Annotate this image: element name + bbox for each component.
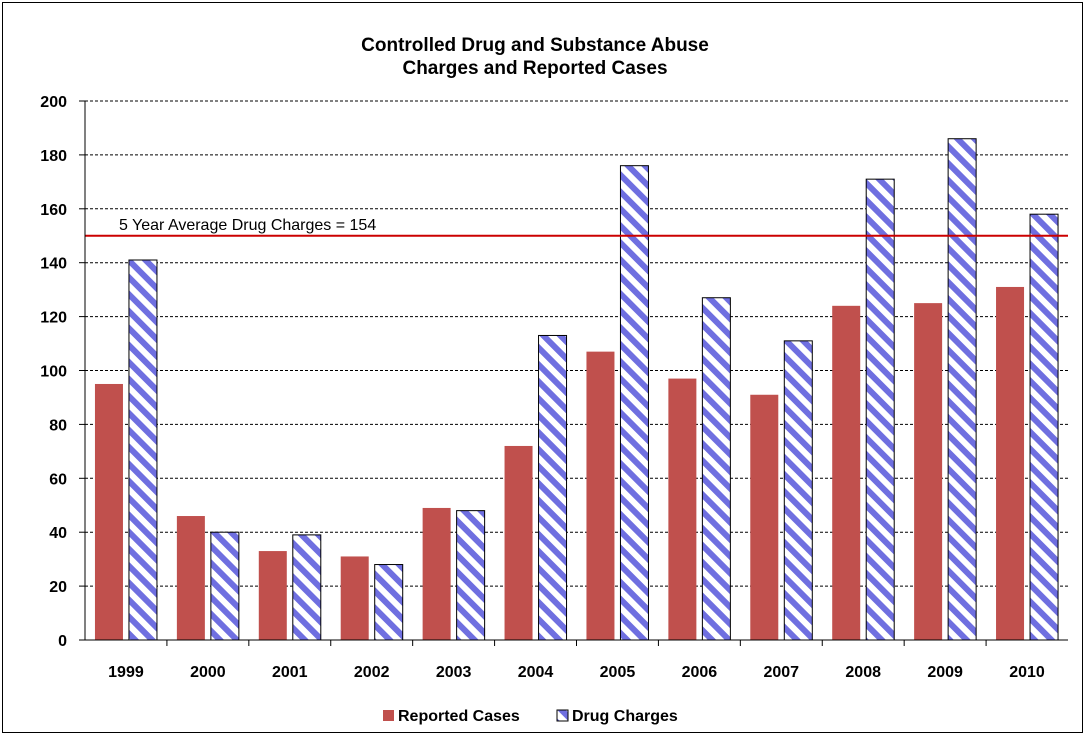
- bar-reported-cases-2005: [586, 351, 615, 640]
- bar-reported-cases-2003: [422, 507, 451, 640]
- y-tick-label: 80: [49, 417, 67, 434]
- bar-reported-cases-2007: [750, 394, 779, 640]
- bar-drug-charges-2000: [210, 531, 240, 641]
- chart-title-line-1: Controlled Drug and Substance Abuse: [361, 35, 709, 56]
- x-tick-label-2003: 2003: [436, 664, 472, 681]
- x-tick-label-1999: 1999: [108, 664, 144, 681]
- bar-reported-cases-2010: [996, 286, 1025, 640]
- bar-drug-charges-2005: [619, 165, 649, 641]
- legend-label-drug-charges: Drug Charges: [572, 708, 678, 725]
- x-tick-label-2007: 2007: [763, 664, 799, 681]
- bar-reported-cases-2004: [504, 445, 533, 640]
- legend: Reported Cases Drug Charges: [383, 708, 678, 725]
- y-axis-tick-labels: 0 20 40 60 80 100 120 140 160 180 200: [40, 94, 67, 650]
- chart-title-line-2: Charges and Reported Cases: [402, 58, 667, 79]
- x-tick-label-2005: 2005: [600, 664, 636, 681]
- bar-drug-charges-2001: [292, 534, 322, 641]
- average-reference-label: 5 Year Average Drug Charges = 154: [119, 217, 376, 234]
- x-tick-label-2010: 2010: [1009, 664, 1045, 681]
- legend-label-reported-cases: Reported Cases: [398, 708, 520, 725]
- bar-drug-charges-2008: [865, 178, 895, 641]
- x-tick-label-2006: 2006: [682, 664, 718, 681]
- bar-drug-charges-2004: [538, 334, 568, 641]
- bar-drug-charges-2003: [456, 510, 486, 641]
- gridlines: [79, 100, 1068, 646]
- bar-drug-charges-1999: [128, 259, 158, 641]
- x-tick-label-2009: 2009: [927, 664, 963, 681]
- y-tick-label: 180: [40, 148, 67, 165]
- y-tick-label: 120: [40, 310, 67, 327]
- y-tick-label: 100: [40, 364, 67, 381]
- bar-drug-charges-2007: [783, 340, 813, 641]
- y-tick-label: 140: [40, 256, 67, 273]
- y-tick-label: 0: [58, 633, 67, 650]
- x-tick-label-2002: 2002: [354, 664, 390, 681]
- bar-reported-cases-2000: [176, 516, 205, 640]
- bar-drug-charges-2002: [374, 564, 404, 641]
- bar-reported-cases-2008: [832, 305, 861, 640]
- x-tick-label-2004: 2004: [518, 664, 554, 681]
- legend-swatch-reported-cases: [383, 710, 394, 721]
- x-tick-label-2001: 2001: [272, 664, 308, 681]
- bar-reported-cases-1999: [94, 383, 123, 640]
- bar-reported-cases-2001: [258, 551, 287, 640]
- x-tick-label-2008: 2008: [845, 664, 881, 681]
- legend-swatch-drug-charges: [556, 709, 569, 722]
- bar-reported-cases-2006: [668, 378, 697, 640]
- bar-drug-charges-2006: [701, 297, 731, 641]
- x-tick-label-2000: 2000: [190, 664, 226, 681]
- bar-drug-charges-2010: [1029, 213, 1059, 641]
- y-tick-label: 40: [49, 525, 67, 542]
- y-tick-label: 60: [49, 471, 67, 488]
- bar-reported-cases-2009: [914, 303, 943, 640]
- bars: [94, 138, 1059, 641]
- bar-reported-cases-2002: [340, 556, 369, 640]
- x-axis-tick-labels: 1999 2000 2001 2002 2003 2004 2005 2006 2007 2008…: [108, 664, 1045, 681]
- y-tick-label: 200: [40, 94, 67, 111]
- y-tick-label: 20: [49, 579, 67, 596]
- y-tick-label: 160: [40, 202, 67, 219]
- bar-drug-charges-2009: [947, 138, 977, 641]
